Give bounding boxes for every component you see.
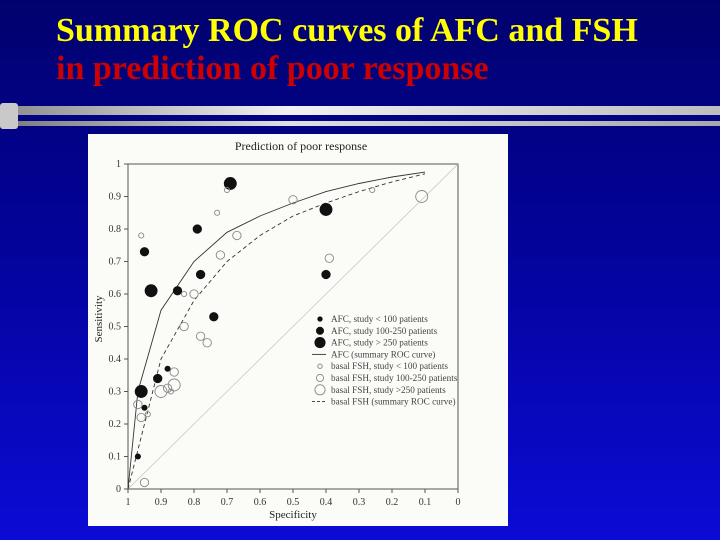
legend-marker-swatch (315, 373, 325, 383)
legend-marker-swatch (317, 316, 323, 322)
legend-label: AFC, study > 250 patients (331, 338, 428, 348)
slide-title-line1: Summary ROC curves of AFC and FSH (56, 12, 638, 49)
afc-summary-roc-curve (127, 171, 426, 490)
x-tick-label: 0.5 (287, 497, 300, 508)
y-tick-label: 0.8 (109, 224, 122, 235)
fsh-point-large (167, 378, 181, 392)
title-separator-top (0, 106, 720, 115)
afc-point-small (141, 404, 148, 411)
legend-item: basal FSH, study 100-250 patients (315, 373, 458, 383)
y-tick-label: 0.9 (109, 192, 122, 203)
y-tick-label: 0.5 (109, 322, 122, 333)
legend-marker-swatch (314, 384, 326, 396)
x-tick-label: 1 (126, 497, 131, 508)
roc-figure: Prediction of poor response Specificity … (88, 134, 508, 526)
fsh-point-large (154, 385, 168, 398)
fsh-point-small (138, 232, 145, 239)
x-tick-label: 0.3 (353, 497, 366, 508)
afc-point-large (134, 385, 148, 398)
afc-point-small (134, 453, 141, 460)
legend-item: AFC, study 100-250 patients (315, 326, 438, 336)
fsh-point-medium (136, 412, 146, 423)
y-tick-label: 0.6 (109, 289, 122, 300)
separator-knob (0, 103, 18, 129)
fsh-point-small (223, 186, 231, 194)
fsh-point-large (415, 190, 429, 203)
x-tick-label: 0.4 (320, 497, 333, 508)
chart-title: Prediction of poor response (235, 139, 367, 153)
afc-point-large (319, 203, 333, 216)
legend-item: AFC (summary ROC curve) (312, 349, 435, 359)
axis-ticks: 1 0.9 0.8 0.7 0.6 0.5 0.4 0.3 0.2 0.1 0 0 0.1 0.2 0.3 0… (109, 159, 461, 508)
fsh-point-medium (215, 250, 226, 260)
fsh-point-small (214, 209, 221, 216)
x-tick-label: 0.7 (221, 497, 234, 508)
diagonal-reference-line (127, 163, 459, 490)
fsh-point-small (167, 388, 174, 395)
x-tick-label: 0.6 (254, 497, 267, 508)
x-tick-label: 0.1 (419, 497, 432, 508)
title-separator-bottom (0, 121, 720, 126)
fsh-point-medium (169, 367, 179, 377)
legend-label: basal FSH, study < 100 patients (331, 361, 448, 371)
afc-point-medium (321, 269, 331, 280)
fsh-point-medium (232, 230, 242, 241)
data-points (133, 177, 429, 488)
y-tick-label: 0.7 (109, 257, 122, 268)
legend-label: basal FSH, study >250 patients (331, 385, 446, 395)
fsh-point-small (181, 290, 188, 298)
legend-item: AFC, study > 250 patients (314, 337, 428, 349)
roc-chart: Prediction of poor response Specificity … (93, 139, 461, 521)
x-axis-label: Specificity (269, 509, 317, 521)
legend-item: basal FSH, study >250 patients (314, 384, 446, 396)
fsh-point-medium (179, 321, 189, 332)
chart-legend: AFC, study < 100 patients AFC, study 100-… (312, 314, 458, 407)
afc-point-large (144, 284, 158, 298)
afc-point-medium (195, 269, 206, 280)
afc-point-large (223, 177, 237, 190)
legend-label: AFC, study 100-250 patients (331, 326, 438, 336)
fsh-point-medium (195, 331, 206, 341)
afc-point-medium (209, 312, 219, 322)
x-tick-label: 0.8 (188, 497, 201, 508)
afc-point-medium (192, 224, 202, 234)
y-tick-label: 0 (116, 484, 121, 495)
legend-marker-swatch (314, 337, 326, 349)
legend-label: basal FSH, study 100-250 patients (331, 373, 458, 383)
fsh-point-medium (133, 399, 143, 410)
slide-title: Summary ROC curves of AFC and FSH in pre… (56, 12, 638, 88)
y-tick-label: 0.2 (109, 419, 122, 430)
y-tick-label: 0.1 (109, 452, 122, 463)
legend-item: AFC, study < 100 patients (317, 314, 428, 324)
fsh-point-small (144, 411, 151, 418)
slide-title-line2: in prediction of poor response (56, 50, 489, 87)
fsh-point-medium (189, 289, 199, 299)
afc-point-medium (172, 286, 183, 296)
x-tick-label: 0 (456, 497, 461, 508)
legend-marker-swatch (315, 326, 325, 335)
y-axis-label: Sensitivity (93, 295, 105, 343)
fsh-point-medium (288, 195, 298, 205)
y-tick-label: 0.3 (109, 387, 122, 398)
legend-item: basal FSH (summary ROC curve) (312, 397, 456, 407)
y-tick-label: 1 (116, 159, 121, 170)
fsh-point-medium (162, 383, 173, 393)
legend-label: basal FSH (summary ROC curve) (331, 397, 456, 407)
legend-label: AFC, study < 100 patients (331, 314, 428, 324)
legend-marker-swatch (317, 363, 323, 369)
legend-item: basal FSH, study < 100 patients (317, 361, 448, 371)
legend-label: AFC (summary ROC curve) (331, 349, 435, 359)
fsh-point-medium (139, 477, 150, 488)
fsh-point-medium (202, 338, 212, 348)
fsh-point-small (369, 186, 376, 194)
afc-point-small (164, 365, 171, 372)
x-tick-label: 0.2 (386, 497, 399, 508)
fsh-point-medium (324, 253, 334, 263)
afc-point-medium (153, 373, 163, 384)
y-tick-label: 0.4 (109, 354, 122, 365)
afc-point-medium (139, 247, 150, 257)
x-tick-label: 0.9 (155, 497, 168, 508)
